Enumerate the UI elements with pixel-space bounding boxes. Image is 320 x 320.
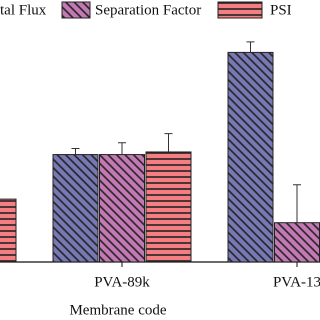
error-bar (71, 148, 80, 155)
bar (0, 198, 17, 263)
x-tick-label: PVA-13 (273, 274, 320, 290)
error-bar (293, 184, 301, 223)
legend-label: tal Flux (0, 2, 47, 18)
error-bar (246, 41, 255, 53)
x-tick-label: PVA-89k (94, 274, 150, 290)
legend-swatch (61, 1, 91, 19)
legend-swatch (217, 1, 263, 19)
error-bar (164, 133, 173, 152)
bar (274, 222, 320, 263)
legend-label: PSI (270, 2, 292, 18)
bar (99, 154, 145, 263)
bar (227, 51, 274, 263)
error-bar (118, 142, 126, 155)
x-axis-label: Membrane code (69, 302, 166, 318)
bar (52, 154, 99, 263)
legend-label: Separation Factor (95, 2, 201, 18)
bar (145, 151, 192, 263)
